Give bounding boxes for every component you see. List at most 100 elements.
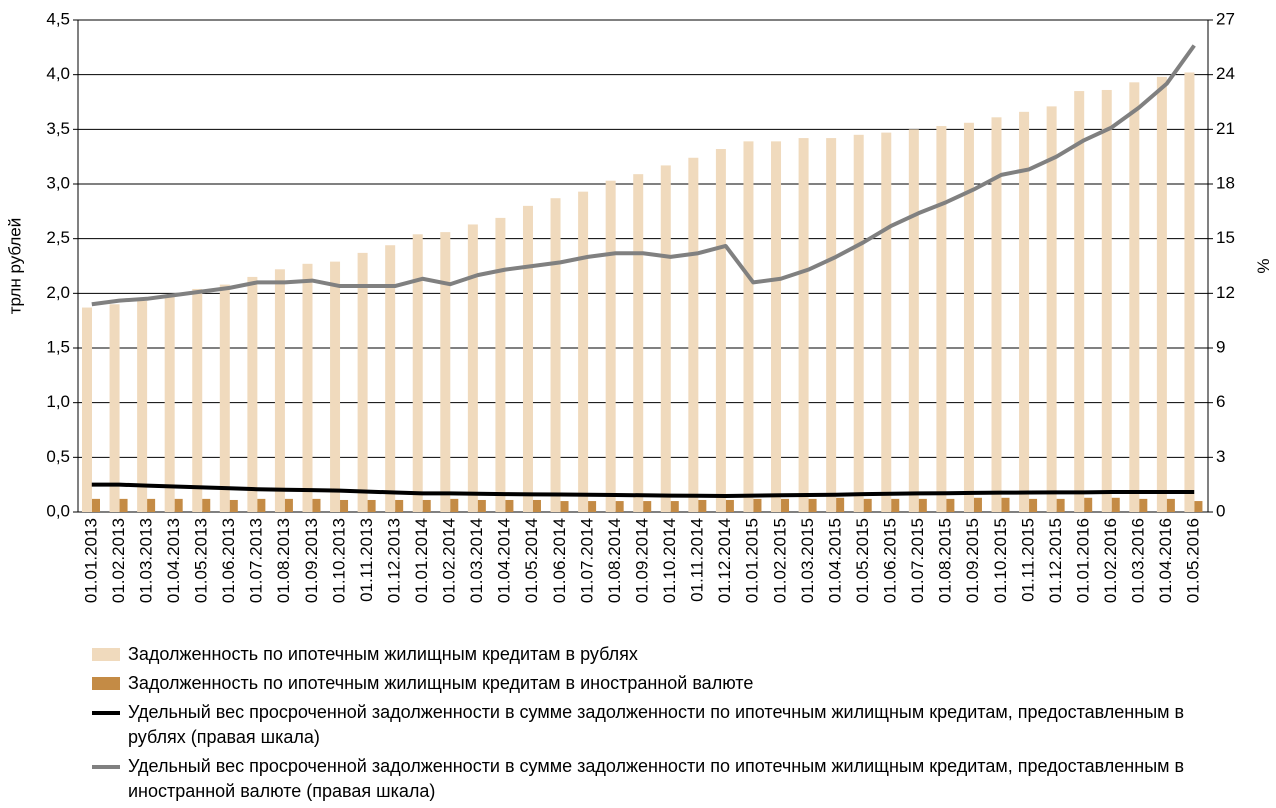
bar (1019, 111, 1030, 512)
bar (853, 134, 864, 513)
y2-tick-label: 21 (1216, 119, 1235, 138)
bar (119, 498, 128, 512)
bar (367, 499, 376, 512)
bar (412, 234, 423, 512)
bar (946, 498, 955, 512)
x-tick-label: 01.05.2015 (853, 518, 872, 603)
x-tick-label: 01.02.2013 (109, 518, 128, 603)
bar (688, 157, 699, 512)
x-tick-label: 01.03.2013 (136, 518, 155, 603)
x-tick-label: 01.08.2015 (936, 518, 955, 603)
line (91, 482, 1195, 498)
y-tick-label: 1,5 (46, 337, 70, 356)
bar (302, 263, 313, 512)
bar (1194, 501, 1203, 512)
y2-tick-label: 15 (1216, 228, 1235, 247)
bar (578, 191, 589, 513)
legend-item: Задолженность по ипотечным жилищным кред… (92, 642, 1202, 667)
legend-swatch (92, 765, 120, 769)
bar (615, 501, 624, 512)
bar (229, 499, 238, 512)
bar (274, 269, 285, 512)
x-tick-label: 01.07.2013 (247, 518, 266, 603)
legend-label: Удельный вес просроченной задолженности … (128, 702, 1185, 747)
x-tick-label: 01.07.2015 (908, 518, 927, 603)
bar (743, 141, 754, 513)
bar (973, 497, 982, 512)
x-tick-label: 01.06.2013 (219, 518, 238, 603)
bar (495, 217, 506, 513)
x-tick-label: 01.10.2015 (991, 518, 1010, 603)
bar (330, 261, 341, 512)
bar (891, 498, 900, 512)
x-tick-label: 01.01.2016 (1073, 518, 1092, 603)
bar (82, 307, 92, 512)
y2-tick-label: 12 (1216, 283, 1235, 302)
legend-swatch (92, 677, 120, 690)
bar (219, 284, 230, 512)
x-tick-label: 01.07.2014 (577, 518, 596, 603)
bar (670, 501, 679, 512)
bar (312, 498, 321, 512)
x-tick-label: 01.04.2016 (1156, 518, 1175, 603)
y-tick-label: 0,0 (46, 501, 70, 520)
x-tick-label: 01.01.2015 (743, 518, 762, 603)
bar (1074, 91, 1085, 513)
bar (247, 276, 258, 512)
bar (560, 501, 569, 512)
legend-item: Задолженность по ипотечным жилищным кред… (92, 671, 1202, 696)
bar (440, 232, 451, 512)
bar (505, 499, 514, 512)
bar (918, 498, 927, 512)
x-tick-label: 01.05.2014 (522, 518, 541, 603)
y-tick-label: 2,5 (46, 228, 70, 247)
x-tick-label: 01.08.2013 (274, 518, 293, 603)
bar (174, 498, 183, 512)
bar (1139, 498, 1148, 512)
x-tick-label: 01.03.2016 (1129, 518, 1148, 603)
bar (698, 499, 707, 512)
x-tick-label: 01.11.2015 (1018, 518, 1037, 602)
y-axis-title: трлн рублей (5, 218, 24, 315)
y-tick-label: 4,0 (46, 64, 70, 83)
bar (826, 138, 837, 512)
bar (357, 252, 368, 512)
legend-label: Задолженность по ипотечным жилищным кред… (128, 673, 754, 693)
bar (92, 498, 100, 512)
bar (1111, 497, 1120, 512)
legend-swatch (92, 711, 120, 715)
bar (1029, 498, 1038, 512)
bar (881, 132, 892, 512)
bar (798, 138, 809, 512)
bar (1056, 498, 1065, 512)
y2-tick-label: 6 (1216, 392, 1225, 411)
x-tick-label: 01.10.2013 (329, 518, 348, 603)
x-tick-label: 01.06.2015 (881, 518, 900, 603)
bar (808, 498, 817, 512)
bar (643, 501, 652, 512)
bar (725, 499, 734, 512)
x-tick-label: 01.01.2013 (81, 518, 100, 603)
x-tick-label: 01.11.2013 (357, 518, 376, 602)
bar (1156, 76, 1167, 512)
bar (863, 498, 872, 512)
legend-item: Удельный вес просроченной задолженности … (92, 700, 1202, 750)
y2-tick-label: 18 (1216, 173, 1235, 192)
x-tick-label: 01.11.2014 (688, 518, 707, 602)
bar (522, 205, 533, 512)
bar (633, 174, 644, 512)
bar (991, 117, 1002, 512)
bar (467, 224, 478, 512)
x-tick-label: 01.04.2015 (825, 518, 844, 603)
legend-label: Задолженность по ипотечным жилищным кред… (128, 644, 638, 664)
bar (385, 245, 396, 512)
bar (936, 126, 947, 512)
x-tick-label: 01.05.2013 (192, 518, 211, 603)
bar (422, 499, 431, 512)
x-tick-label: 01.03.2015 (798, 518, 817, 603)
y-tick-label: 2,0 (46, 283, 70, 302)
legend-item: Удельный вес просроченной задолженности … (92, 754, 1202, 804)
y2-axis-title: % (1254, 258, 1273, 273)
x-tick-label: 01.08.2014 (605, 518, 624, 603)
bar (257, 498, 266, 512)
